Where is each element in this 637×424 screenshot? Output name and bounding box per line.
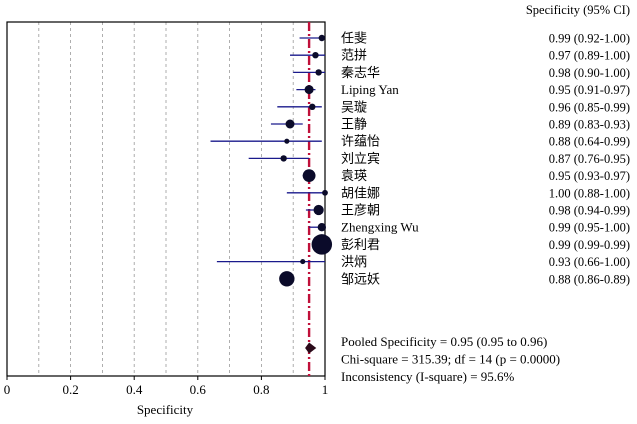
study-markers <box>210 34 333 287</box>
study-name: 许蕴怡 <box>341 134 380 149</box>
x-axis-ticks: 0 0.2 0.4 0.6 0.8 1 <box>4 376 329 397</box>
x-tick-label: 0.8 <box>253 382 269 397</box>
study-marker <box>322 189 328 196</box>
study-name: 彭利君 <box>341 237 380 252</box>
study-marker <box>302 169 316 183</box>
study-ci: 0.98 (0.90-1.00) <box>549 66 630 80</box>
grid-lines <box>38 22 294 376</box>
study-marker <box>300 259 306 265</box>
summary-statistics: Pooled Specificity = 0.95 (0.95 to 0.96)… <box>341 334 560 384</box>
study-name: 王彦朝 <box>341 203 380 218</box>
study-marker <box>315 69 322 76</box>
study-name: 洪炳 <box>341 254 367 269</box>
study-marker <box>279 271 295 287</box>
summary-line: Pooled Specificity = 0.95 (0.95 to 0.96) <box>341 334 547 349</box>
study-name: 胡佳娜 <box>341 185 380 200</box>
study-ci: 0.98 (0.94-0.99) <box>549 204 630 218</box>
study-name: Zhengxing Wu <box>341 220 419 235</box>
x-tick-label: 0.4 <box>126 382 143 397</box>
study-name: 秦志华 <box>341 65 380 80</box>
study-marker <box>304 85 314 95</box>
study-name: 王静 <box>341 117 367 132</box>
plot-frame <box>6 21 326 377</box>
study-marker <box>284 138 290 144</box>
x-axis-label: Specificity <box>137 402 194 417</box>
study-name: 任斐 <box>341 31 367 46</box>
study-ci: 1.00 (0.88-1.00) <box>549 186 630 200</box>
x-tick-label: 1 <box>322 382 329 397</box>
study-marker <box>317 223 326 232</box>
study-ci: 0.95 (0.93-0.97) <box>549 169 630 183</box>
study-ci: 0.88 (0.86-0.89) <box>549 272 630 286</box>
x-tick-label: 0 <box>4 382 11 397</box>
study-marker <box>313 204 324 216</box>
study-labels: 任斐 0.99 (0.92-1.00) 范拼 0.97 (0.89-1.00) 秦志华 0… <box>341 31 630 287</box>
study-name: 邹远妖 <box>341 271 380 286</box>
study-ci: 0.99 (0.99-0.99) <box>549 238 630 252</box>
study-name: 刘立宾 <box>341 151 380 166</box>
pooled-diamond <box>305 342 317 354</box>
study-ci: 0.95 (0.91-0.97) <box>549 83 630 97</box>
x-tick-label: 0.2 <box>62 382 78 397</box>
study-name: Liping Yan <box>341 82 399 97</box>
study-name: 吴璇 <box>341 99 367 114</box>
study-marker <box>309 103 316 111</box>
study-ci: 0.87 (0.76-0.95) <box>549 152 630 166</box>
study-marker <box>285 119 295 129</box>
study-name: 范拼 <box>341 48 367 63</box>
study-ci: 0.99 (0.95-1.00) <box>549 221 630 235</box>
x-tick-label: 0.6 <box>190 382 207 397</box>
summary-line: Inconsistency (I-square) = 95.6% <box>341 369 515 384</box>
study-ci: 0.97 (0.89-1.00) <box>549 49 630 63</box>
summary-line: Chi-square = 315.39; df = 14 (p = 0.0000… <box>341 352 560 367</box>
study-name: 袁瑛 <box>341 168 367 183</box>
study-ci: 0.88 (0.64-0.99) <box>549 135 630 149</box>
study-marker <box>318 34 326 42</box>
study-ci: 0.99 (0.92-1.00) <box>549 32 630 46</box>
column-header: Specificity (95% CI) <box>526 3 630 17</box>
pooled-estimate <box>305 22 317 376</box>
study-marker <box>311 234 333 255</box>
study-marker <box>312 52 319 59</box>
study-marker <box>280 155 287 162</box>
study-ci: 0.93 (0.66-1.00) <box>549 255 630 269</box>
study-ci: 0.96 (0.85-0.99) <box>549 100 630 114</box>
study-ci: 0.89 (0.83-0.93) <box>549 118 630 132</box>
